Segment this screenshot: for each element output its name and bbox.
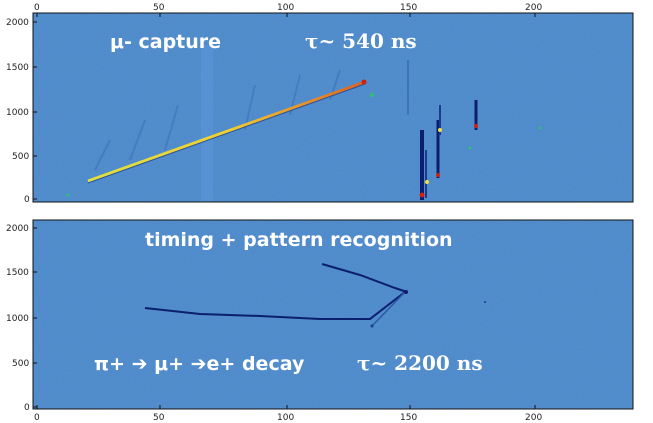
bottom-x-tick: 150 <box>400 413 417 423</box>
top-y-axis <box>33 21 37 200</box>
top-x-tick: 50 <box>153 3 165 13</box>
vertical-noise-band <box>201 45 213 202</box>
bottom-x-tick: 0 <box>34 413 40 423</box>
decay-vertex <box>404 290 408 294</box>
top-y-tick: 0 <box>24 195 30 205</box>
top-frame <box>32 12 634 203</box>
top-x-tick: 100 <box>277 3 294 13</box>
top-y-tick: 500 <box>12 152 29 162</box>
bottom-y-tick: 1000 <box>6 314 29 324</box>
bottom-frame <box>32 219 634 410</box>
top-y-tick: 2000 <box>6 18 29 28</box>
muon-track <box>87 80 366 183</box>
bottom-y-axis <box>33 227 37 408</box>
pion-track <box>144 291 406 320</box>
bottom-x-tick: 50 <box>153 413 165 423</box>
tau-540-label: τ~ 540 ns <box>305 29 417 53</box>
bottom-y-tick: 1500 <box>6 268 29 278</box>
top-x-axis <box>36 13 536 17</box>
mu-capture-label: μ- capture <box>110 31 221 53</box>
bottom-y-tick: 500 <box>12 359 29 369</box>
top-panel: μ- capture τ~ 540 ns 0 50 100 150 200 0 … <box>6 3 634 205</box>
decay-chain-label: π+ ➔ μ+ ➔e+ decay <box>94 353 305 375</box>
capture-point <box>361 79 367 85</box>
positron-track <box>321 263 408 293</box>
top-y-tick: 1500 <box>6 63 29 73</box>
bottom-x-tick: 200 <box>525 413 542 423</box>
top-x-tick: 0 <box>34 3 40 13</box>
bottom-panel: timing + pattern recognition π+ ➔ μ+ ➔e+… <box>6 219 634 423</box>
timing-pattern-label: timing + pattern recognition <box>145 229 453 251</box>
secondary-hits <box>407 60 542 200</box>
bottom-y-tick: 2000 <box>6 224 29 234</box>
top-y-tick: 1000 <box>6 108 29 118</box>
top-x-tick: 150 <box>400 3 417 13</box>
top-x-tick: 200 <box>525 3 542 13</box>
tau-2200-label: τ~ 2200 ns <box>357 351 483 375</box>
bottom-y-tick: 0 <box>24 403 30 413</box>
bottom-x-tick: 100 <box>277 413 294 423</box>
